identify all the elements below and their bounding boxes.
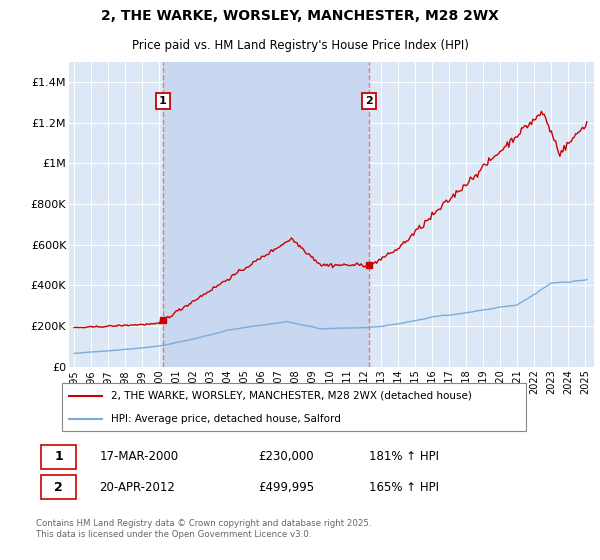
Text: Price paid vs. HM Land Registry's House Price Index (HPI): Price paid vs. HM Land Registry's House … (131, 39, 469, 53)
Text: £499,995: £499,995 (258, 481, 314, 494)
Text: 181% ↑ HPI: 181% ↑ HPI (368, 450, 439, 463)
Text: HPI: Average price, detached house, Salford: HPI: Average price, detached house, Salf… (112, 414, 341, 424)
Text: 1: 1 (159, 96, 167, 106)
Text: 2: 2 (55, 481, 63, 494)
Text: 1: 1 (55, 450, 63, 463)
Text: 20-APR-2012: 20-APR-2012 (100, 481, 175, 494)
Text: Contains HM Land Registry data © Crown copyright and database right 2025.
This d: Contains HM Land Registry data © Crown c… (36, 520, 371, 539)
FancyBboxPatch shape (62, 384, 526, 431)
Text: 17-MAR-2000: 17-MAR-2000 (100, 450, 178, 463)
FancyBboxPatch shape (41, 475, 76, 500)
Text: £230,000: £230,000 (258, 450, 313, 463)
Text: 2: 2 (365, 96, 373, 106)
Text: 2, THE WARKE, WORSLEY, MANCHESTER, M28 2WX: 2, THE WARKE, WORSLEY, MANCHESTER, M28 2… (101, 10, 499, 24)
Text: 165% ↑ HPI: 165% ↑ HPI (368, 481, 439, 494)
Bar (163, 62, 369, 367)
Text: 2, THE WARKE, WORSLEY, MANCHESTER, M28 2WX (detached house): 2, THE WARKE, WORSLEY, MANCHESTER, M28 2… (112, 391, 472, 401)
FancyBboxPatch shape (41, 445, 76, 469)
